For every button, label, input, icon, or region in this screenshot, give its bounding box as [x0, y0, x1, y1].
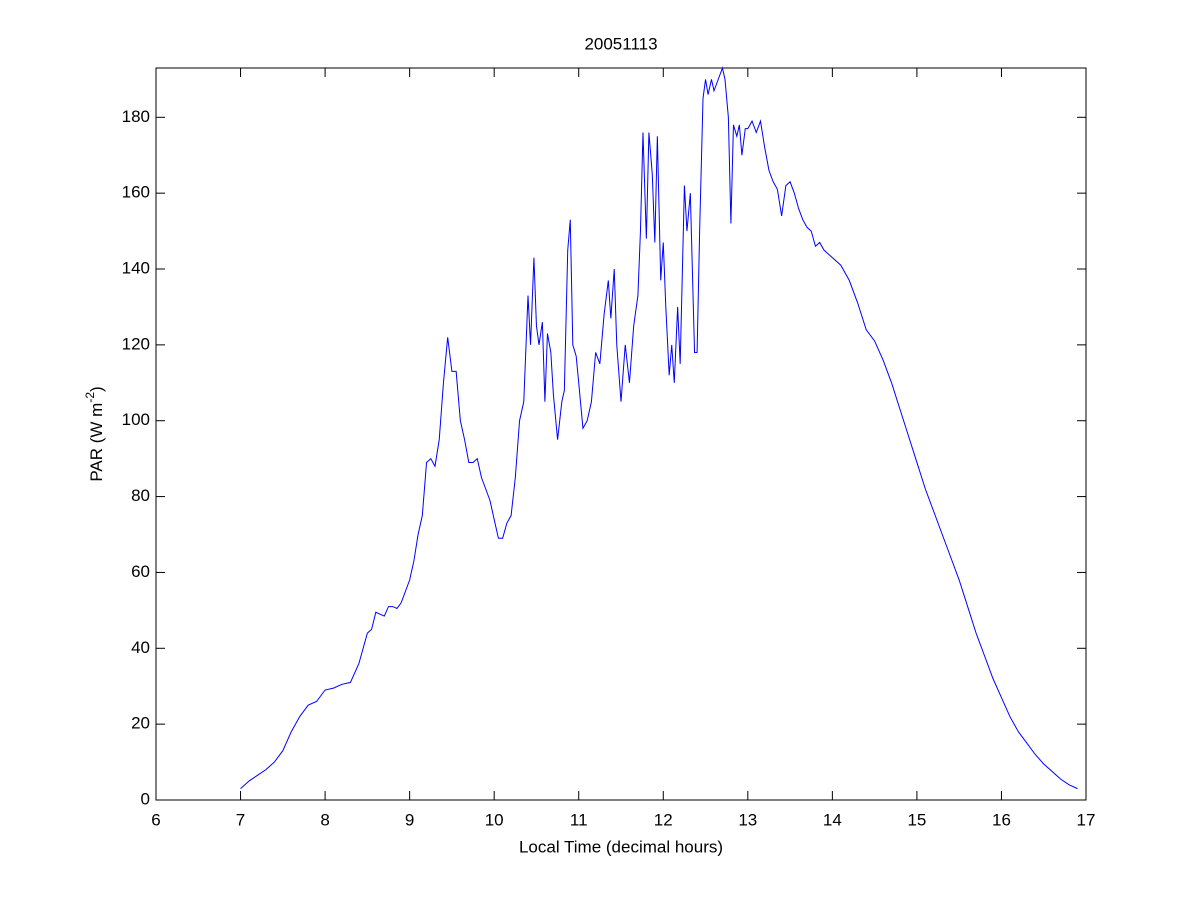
y-tick-label: 160 — [122, 183, 150, 202]
x-tick-label: 14 — [823, 810, 842, 829]
x-tick-label: 17 — [1077, 810, 1096, 829]
y-axis-label-superscript: -2 — [83, 392, 97, 403]
y-axis-label-text: PAR (W m — [87, 403, 106, 482]
y-tick-label: 140 — [122, 258, 150, 277]
x-tick-label: 10 — [485, 810, 504, 829]
y-tick-label: 0 — [141, 789, 150, 808]
plot-area — [155, 67, 1087, 801]
y-axis-label-suffix: ) — [87, 386, 106, 392]
y-tick-label: 20 — [131, 714, 150, 733]
y-tick-label: 180 — [122, 107, 150, 126]
y-tick-label: 40 — [131, 638, 150, 657]
x-tick-label: 8 — [320, 810, 329, 829]
chart-title: 20051113 — [584, 34, 657, 53]
x-tick-label: 16 — [992, 810, 1011, 829]
y-axis-label: PAR (W m-2) — [83, 386, 106, 481]
x-axis-label: Local Time (decimal hours) — [519, 837, 723, 856]
x-tick-label: 11 — [570, 810, 588, 829]
y-tick-label: 120 — [122, 334, 150, 353]
x-tick-label: 7 — [236, 810, 245, 829]
x-tick-label: 15 — [907, 810, 926, 829]
x-tick-label: 13 — [738, 810, 757, 829]
y-tick-label: 100 — [122, 410, 150, 429]
y-tick-label: 60 — [131, 562, 150, 581]
data-line — [240, 66, 1078, 790]
x-tick-label: 12 — [654, 810, 673, 829]
x-tick-label: 6 — [151, 810, 160, 829]
x-tick-label: 9 — [405, 810, 414, 829]
y-tick-label: 80 — [131, 486, 150, 505]
